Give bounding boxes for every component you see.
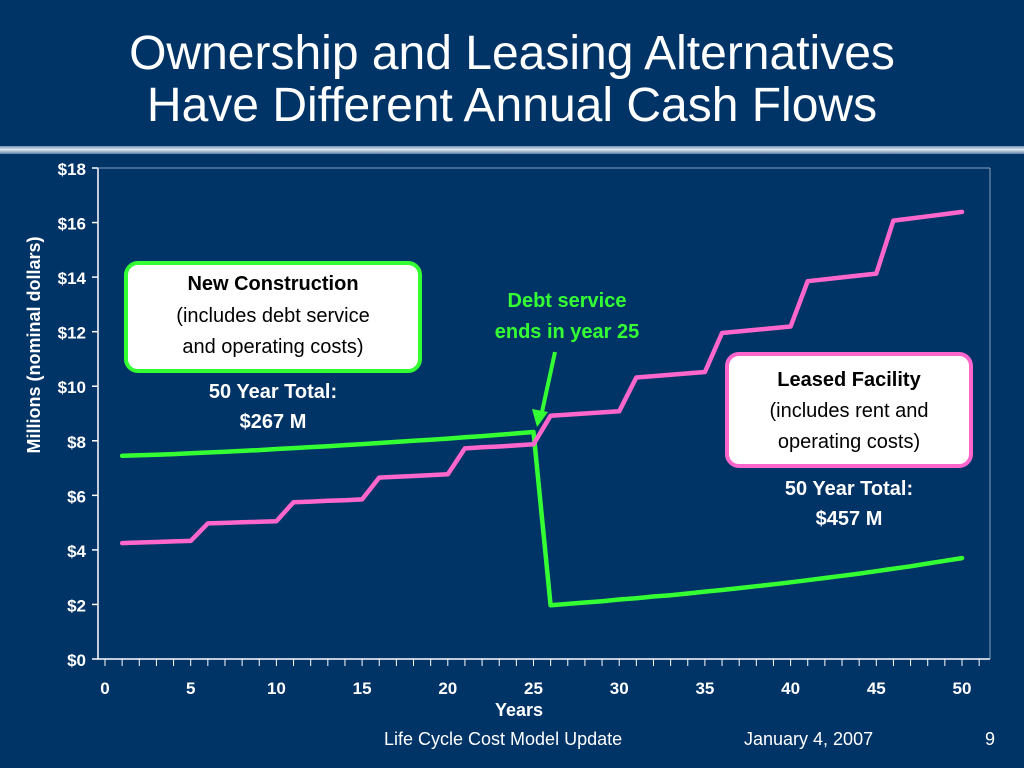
y-tick-label: $12 [58,324,86,343]
x-axis-ticks: 0 5 10 15 20 25 30 35 40 45 50 [100,659,980,698]
debt-service-arrow-head [532,409,548,427]
series-layer [119,209,965,608]
leased-facility-series-line [119,209,965,546]
slide-number: 9 [985,729,996,749]
y-tick-label: $6 [67,487,86,506]
leased-facility-callout-line-2: (includes rent and [770,400,929,422]
new-construction-total-label: 50 Year Total: [209,381,337,403]
footer-date: January 4, 2007 [744,729,874,749]
x-tick-label: 25 [524,679,543,698]
x-tick-label: 50 [953,679,972,698]
debt-service-note-line-2: ends in year 25 [495,321,640,343]
leased-facility-total-label: 50 Year Total: [785,478,913,500]
x-tick-label: 40 [781,679,800,698]
debt-service-note-line-1: Debt service [508,290,627,312]
y-axis-ticks: $0 $2 $4 $6 $8 $10 $12 $14 $16 $18 [58,160,98,670]
x-axis-title: Years [495,700,543,720]
x-tick-label: 5 [186,679,195,698]
y-tick-label: $14 [58,269,87,288]
leased-facility-total-value: $457 M [816,508,883,530]
leased-facility-callout-title: Leased Facility [777,369,921,391]
x-tick-label: 10 [267,679,286,698]
y-axis-title: Millions (nominal dollars) [24,236,44,453]
leased-facility-callout-box [725,352,973,468]
leased-facility-callout-line-3: operating costs) [778,431,920,453]
y-tick-label: $8 [67,433,86,452]
new-construction-total-value: $267 M [240,411,307,433]
new-construction-callout-box [124,261,422,373]
title-divider [0,146,1024,154]
y-tick-label: $4 [67,542,86,561]
x-tick-label: 45 [867,679,886,698]
slide-title-line-1: Ownership and Leasing Alternatives [129,27,895,80]
x-tick-label: 20 [438,679,457,698]
y-tick-label: $2 [67,596,86,615]
slide-title-line-2: Have Different Annual Cash Flows [146,79,878,132]
new-construction-callout-line-2: (includes debt service [176,305,369,327]
x-tick-label: 0 [100,679,109,698]
y-tick-label: $0 [67,651,86,670]
new-construction-callout-title: New Construction [187,273,358,295]
slide-title: Ownership and Leasing Alternatives Have … [0,28,1024,132]
x-tick-label: 15 [353,679,372,698]
y-tick-label: $16 [58,215,86,234]
footer-presentation-name: Life Cycle Cost Model Update [384,729,623,749]
y-tick-label: $10 [58,378,86,397]
x-tick-label: 30 [610,679,629,698]
debt-service-arrow-shaft [540,351,557,413]
y-tick-label: $18 [58,160,86,179]
chart-frame [97,167,991,660]
new-construction-series-line [119,429,965,608]
new-construction-callout-line-3: and operating costs) [182,336,363,358]
x-tick-label: 35 [695,679,714,698]
